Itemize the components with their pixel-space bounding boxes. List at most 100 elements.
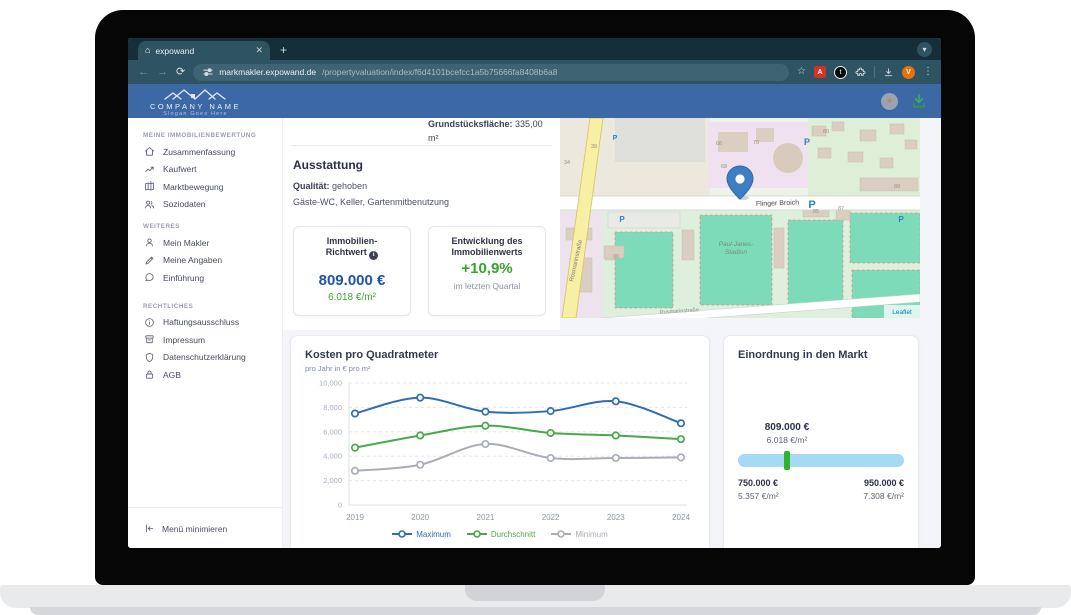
chart-title: Kosten pro Quadratmeter <box>305 349 439 361</box>
house-number: 70 <box>753 140 759 146</box>
collapse-menu-label: Menü minimieren <box>162 523 228 534</box>
forward-icon[interactable]: → <box>157 65 168 78</box>
browser-tab[interactable]: ⌂ expowand ✕ <box>138 41 270 60</box>
sidebar-item-einf-hrung[interactable]: Einführung <box>128 269 282 287</box>
y-axis-tick: 10,000 <box>319 379 342 388</box>
t-extension-icon[interactable]: t <box>834 65 847 79</box>
legend-item-maximum[interactable]: Maximum <box>392 529 451 539</box>
laptop-base-notch <box>465 585 605 601</box>
development-value: +10,9% <box>461 259 513 277</box>
site-settings-icon[interactable] <box>203 67 213 77</box>
shield-icon <box>145 352 154 362</box>
bookmark-star-icon[interactable]: ☆ <box>797 66 806 77</box>
data-point-marker <box>611 431 620 440</box>
sidebar-item-marktbewegung[interactable]: Marktbewegung <box>128 178 282 196</box>
parking-icon: P <box>808 199 815 211</box>
tab-strip: ⌂ expowand ✕ + ▾ <box>128 38 941 60</box>
y-axis-tick: 0 <box>338 501 342 510</box>
quality-label: Qualität: <box>293 181 330 191</box>
sidebar-item-label: Datenschutzerklärung <box>163 352 246 363</box>
parking-icon: P <box>898 215 904 224</box>
report-download-icon[interactable] <box>911 93 927 109</box>
x-axis-tick: 2022 <box>542 513 560 522</box>
sidebar-item-impressum[interactable]: Impressum <box>128 331 282 349</box>
reload-icon[interactable]: ⟳ <box>176 65 186 78</box>
x-axis-tick: 2024 <box>672 513 690 522</box>
pdf-extension-icon[interactable]: A <box>814 66 826 78</box>
sidebar-item-label: AGB <box>163 369 181 380</box>
series-line <box>354 396 682 425</box>
y-axis-tick: 8,000 <box>323 403 342 412</box>
laptop-base-edge <box>30 607 1041 615</box>
browser-window: ⌂ expowand ✕ + ▾ ← → ⟳ markmakler.expowa… <box>128 38 941 548</box>
area-value: 335,00 m² <box>428 119 543 143</box>
company-logo[interactable]: COMPANY NAME Slogan Goes Here <box>150 85 241 117</box>
x-axis-tick: 2019 <box>346 513 364 522</box>
features-row: Gäste-WC, Keller, Gartenmitbenutzung <box>293 197 450 207</box>
collapse-menu-button[interactable]: Menü minimieren <box>144 523 227 534</box>
tab-close-icon[interactable]: ✕ <box>255 45 263 55</box>
legend-item-minimum[interactable]: Minimum <box>551 529 608 539</box>
back-icon[interactable]: ← <box>138 65 149 78</box>
location-map[interactable]: Flinger Broich Rosmarinstraße Rosmarinst… <box>560 118 920 318</box>
menu-kebab-icon[interactable]: ⋮ <box>923 66 933 77</box>
home-favicon-icon: ⌂ <box>145 45 151 55</box>
sidebar-item-agb[interactable]: AGB <box>128 366 282 384</box>
legend-marker-icon <box>392 530 413 538</box>
street-label: Flinger Broich <box>756 199 800 208</box>
map-pin-icon[interactable] <box>726 165 754 200</box>
quality-row: Qualität: gehoben <box>293 181 367 191</box>
data-point-marker <box>350 443 360 452</box>
sidebar-item-haftungsausschluss[interactable]: Haftungsausschluss <box>128 314 282 332</box>
tab-search-chevron-icon[interactable]: ▾ <box>917 42 932 57</box>
sidebar-item-mein-makler[interactable]: Mein Makler <box>128 234 282 252</box>
y-axis-tick: 4,000 <box>323 452 342 461</box>
data-point-marker <box>546 453 555 463</box>
sidebar-item-zusammenfassung[interactable]: Zusammenfassung <box>128 143 282 161</box>
data-point-marker <box>546 428 555 438</box>
parking-icon: P <box>613 135 618 142</box>
data-point-marker <box>676 435 686 444</box>
roofs-logo-icon <box>164 89 227 100</box>
data-point-marker <box>350 409 360 418</box>
sidebar-item-meine-angaben[interactable]: Meine Angaben <box>128 252 282 270</box>
chart-legend: Maximum Durchschnitt Minimum <box>291 529 709 539</box>
theme-sun-icon[interactable]: ☀ <box>881 92 898 110</box>
collapse-left-icon <box>146 524 154 533</box>
x-axis-tick: 2023 <box>607 513 625 522</box>
house-number: 66 <box>716 141 722 147</box>
stadium-label-2: Stadion <box>725 249 747 256</box>
richtwert-card-title: Immobilien- Richtwert i <box>294 236 410 260</box>
legend-item-durchschnitt[interactable]: Durchschnitt <box>466 529 535 539</box>
sidebar-item-soziodaten[interactable]: Soziodaten <box>128 196 282 214</box>
area-label: Grundstücksfläche: <box>428 119 513 129</box>
richtwert-card: Immobilien- Richtwert i 809.000 € 6.018 … <box>293 226 411 316</box>
info-icon[interactable]: i <box>369 250 379 260</box>
users-icon <box>145 200 154 209</box>
data-point-marker <box>546 407 555 416</box>
map-icon <box>145 181 154 191</box>
house-number: 39 <box>591 144 597 150</box>
sidebar-item-datenschutzerkl-rung[interactable]: Datenschutzerklärung <box>128 349 282 367</box>
company-name: COMPANY NAME <box>150 102 241 111</box>
extensions-puzzle-icon[interactable] <box>855 66 866 78</box>
legend-label: Maximum <box>416 529 451 539</box>
market-marker <box>783 451 790 470</box>
new-tab-button[interactable]: + <box>280 43 288 57</box>
data-point-marker <box>481 407 490 416</box>
sidebar-item-kaufwert[interactable]: Kaufwert <box>128 161 282 179</box>
profile-avatar[interactable]: V <box>902 65 915 79</box>
sidebar-item-label: Impressum <box>163 334 206 345</box>
tab-title: expowand <box>155 45 195 56</box>
data-point-marker <box>416 460 425 469</box>
stadium-label-1: Paul-Janes- <box>719 241 755 248</box>
property-summary-panel: Grundstücksfläche: 335,00 m² Ausstattung… <box>283 118 560 330</box>
house-number: 68 <box>721 164 727 170</box>
download-icon[interactable] <box>883 67 894 78</box>
sidebar-item-label: Haftungsausschluss <box>163 317 240 328</box>
url-bar[interactable]: markmakler.expowand.de /propertyvaluatio… <box>193 63 790 81</box>
richtwert-value: 809.000 € <box>318 271 386 289</box>
leaflet-attribution-link[interactable]: Leaflet <box>892 309 912 316</box>
data-point-marker <box>611 397 620 406</box>
